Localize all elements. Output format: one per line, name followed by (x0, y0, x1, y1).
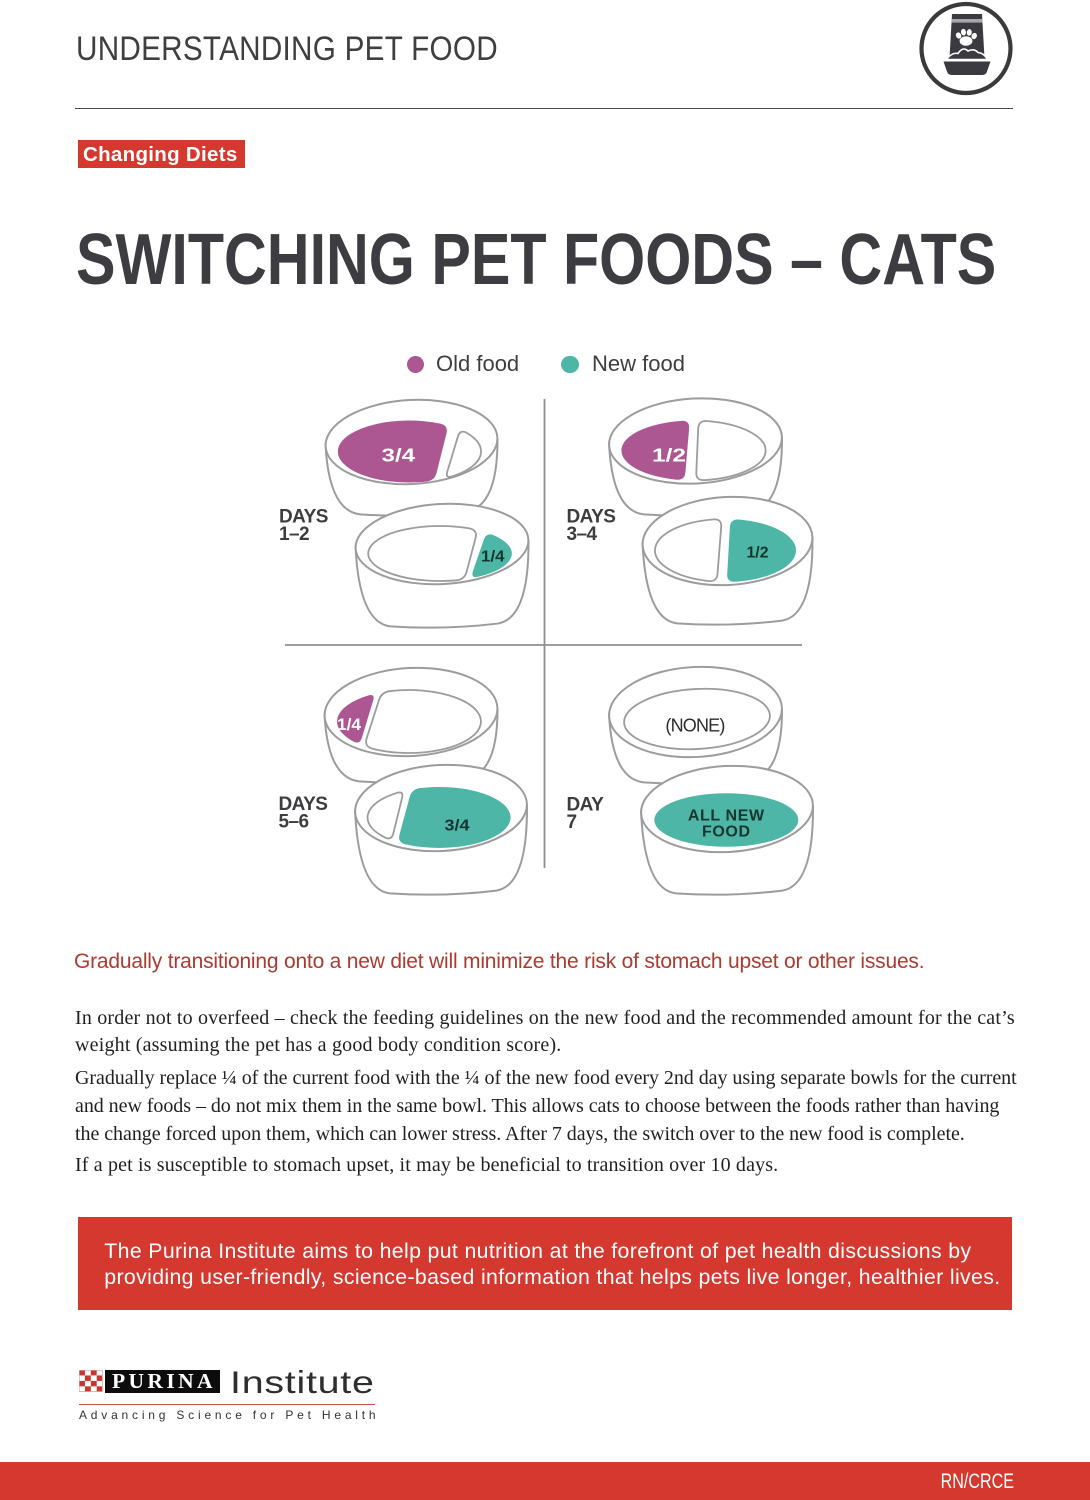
svg-text:DAY: DAY (567, 795, 605, 816)
svg-text:1–2: 1–2 (279, 524, 309, 545)
svg-text:DAYS: DAYS (279, 507, 328, 528)
svg-text:3/4: 3/4 (445, 818, 470, 835)
svg-text:3–4: 3–4 (567, 524, 598, 545)
svg-text:3/4: 3/4 (382, 446, 416, 466)
svg-text:1/2: 1/2 (747, 545, 769, 562)
svg-text:(NONE): (NONE) (665, 715, 724, 735)
svg-text:5–6: 5–6 (279, 811, 309, 832)
svg-text:7: 7 (567, 812, 577, 833)
svg-text:1/4: 1/4 (337, 716, 362, 734)
svg-text:1/4: 1/4 (481, 549, 505, 566)
svg-text:DAYS: DAYS (279, 794, 328, 815)
svg-text:DAYS: DAYS (567, 507, 616, 528)
svg-text:ALL NEW: ALL NEW (688, 807, 765, 824)
svg-text:1/2: 1/2 (652, 446, 686, 466)
svg-text:FOOD: FOOD (702, 824, 751, 841)
